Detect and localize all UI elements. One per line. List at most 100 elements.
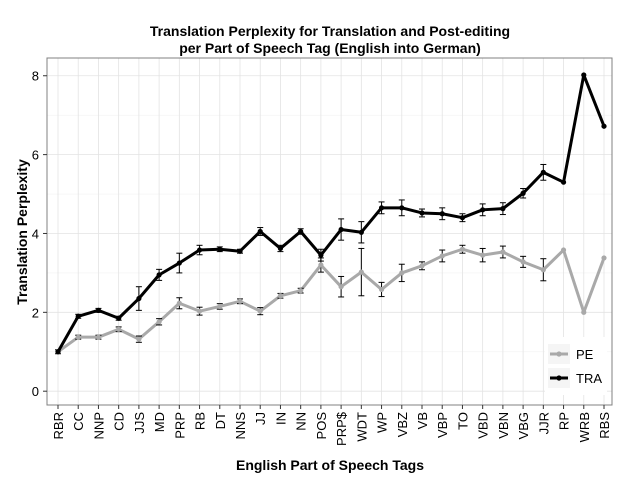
- legend-label-pe: PE: [576, 347, 594, 362]
- data-point-pe: [560, 247, 567, 253]
- data-point-pe: [520, 259, 526, 265]
- x-tick-label: RP: [557, 412, 572, 430]
- chart-title-line-1: Translation Perplexity for Translation a…: [150, 23, 510, 39]
- data-point-pe: [156, 319, 162, 325]
- y-tick-label: 8: [32, 69, 39, 84]
- y-tick-label: 4: [32, 226, 39, 241]
- y-tick-label: 6: [32, 148, 39, 163]
- data-point-tra: [257, 228, 263, 235]
- x-tick-label: WRB: [577, 412, 592, 442]
- data-point-tra: [399, 205, 405, 211]
- data-point-pe: [237, 298, 243, 304]
- plot-border: [46, 57, 613, 406]
- data-point-tra: [217, 246, 223, 252]
- x-tick-label: CC: [71, 412, 86, 431]
- data-point-pe: [581, 309, 587, 315]
- data-point-pe: [480, 252, 486, 258]
- data-point-pe: [459, 246, 466, 252]
- series-line-pe: [56, 247, 606, 354]
- x-tick-label: VBG: [516, 412, 531, 439]
- data-point-pe: [257, 308, 263, 314]
- data-point-pe: [358, 269, 364, 275]
- data-point-tra: [480, 207, 486, 213]
- data-point-pe: [500, 249, 506, 255]
- x-tick-label: CD: [112, 412, 127, 431]
- data-point-tra: [318, 252, 324, 258]
- data-point-pe: [439, 253, 445, 259]
- data-point-tra: [196, 247, 203, 253]
- data-point-tra: [601, 123, 607, 129]
- x-tick-label: JJ: [253, 412, 268, 425]
- data-point-pe: [399, 270, 405, 276]
- data-point-pe: [95, 334, 102, 340]
- data-point-tra: [378, 205, 385, 211]
- data-point-tra: [459, 215, 466, 221]
- data-point-pe: [318, 262, 324, 268]
- data-point-pe: [338, 284, 344, 290]
- x-tick-label: VBZ: [395, 412, 410, 437]
- data-point-pe: [298, 288, 304, 294]
- data-point-tra: [136, 295, 142, 302]
- data-point-tra: [500, 206, 506, 212]
- y-axis-title: Translation Perplexity: [14, 159, 30, 305]
- x-tick-label: VB: [415, 412, 430, 429]
- data-point-tra: [277, 245, 284, 252]
- x-tick-label: TO: [455, 412, 470, 430]
- y-tick-label: 2: [32, 305, 39, 320]
- x-tick-label: PRP: [172, 412, 187, 439]
- plot-area: 0 2 4 6 8 RBR CC NNP CD JJS MD PRP RB DT NNS JJ IN NN POS P…: [32, 57, 613, 446]
- data-point-tra: [176, 260, 182, 266]
- x-tick-label: RB: [193, 412, 208, 430]
- data-point-tra: [55, 349, 61, 355]
- y-tick-label: 0: [32, 384, 39, 399]
- x-tick-label: WDT: [354, 412, 369, 442]
- x-tick-label: VBN: [496, 412, 511, 439]
- data-point-tra: [298, 228, 304, 235]
- plot-panel: [47, 58, 612, 405]
- data-point-pe: [601, 255, 607, 261]
- x-tick-label: PRP$: [334, 411, 349, 446]
- x-tick-label: RBS: [597, 412, 612, 439]
- data-point-tra: [116, 315, 122, 321]
- x-tick-label: DT: [213, 412, 228, 429]
- data-point-tra: [237, 248, 243, 254]
- data-point-tra: [581, 72, 587, 78]
- x-tick-label: NNS: [233, 412, 248, 440]
- data-point-pe: [75, 334, 81, 340]
- x-tick-label: JJS: [132, 412, 147, 434]
- data-point-pe: [277, 293, 284, 299]
- data-point-tra: [439, 211, 445, 217]
- x-axis-title: English Part of Speech Tags: [236, 457, 424, 473]
- data-point-tra: [520, 190, 526, 196]
- x-tick-label: NNP: [91, 412, 106, 439]
- legend-key-point-tra: [556, 375, 562, 381]
- x-tick-label: RBR: [51, 412, 66, 439]
- x-tick-label: IN: [273, 412, 288, 425]
- data-point-pe: [116, 326, 122, 332]
- data-point-tra: [358, 229, 364, 235]
- legend-label-tra: TRA: [576, 371, 602, 386]
- x-tick-label: VBD: [476, 412, 491, 439]
- data-point-tra: [75, 313, 81, 319]
- legend-key-point-pe: [556, 351, 562, 357]
- data-point-tra: [156, 272, 162, 278]
- x-tick-label: WP: [375, 412, 390, 433]
- data-point-tra: [95, 307, 102, 313]
- data-point-tra: [338, 226, 344, 233]
- series-line-tra: [56, 73, 606, 354]
- data-point-pe: [419, 263, 425, 269]
- x-tick-label: VBP: [435, 412, 450, 438]
- data-point-pe: [136, 336, 142, 342]
- chart-title-line-2: per Part of Speech Tag (English into Ger…: [179, 40, 481, 56]
- data-point-tra: [540, 169, 546, 175]
- x-tick-label: POS: [314, 412, 329, 440]
- x-tick-label: MD: [152, 412, 167, 432]
- data-point-pe: [176, 300, 182, 306]
- x-tick-label: NN: [294, 412, 309, 431]
- data-point-pe: [540, 267, 546, 273]
- data-point-tra: [419, 210, 425, 216]
- data-point-pe: [217, 303, 223, 310]
- data-point-tra: [560, 179, 567, 185]
